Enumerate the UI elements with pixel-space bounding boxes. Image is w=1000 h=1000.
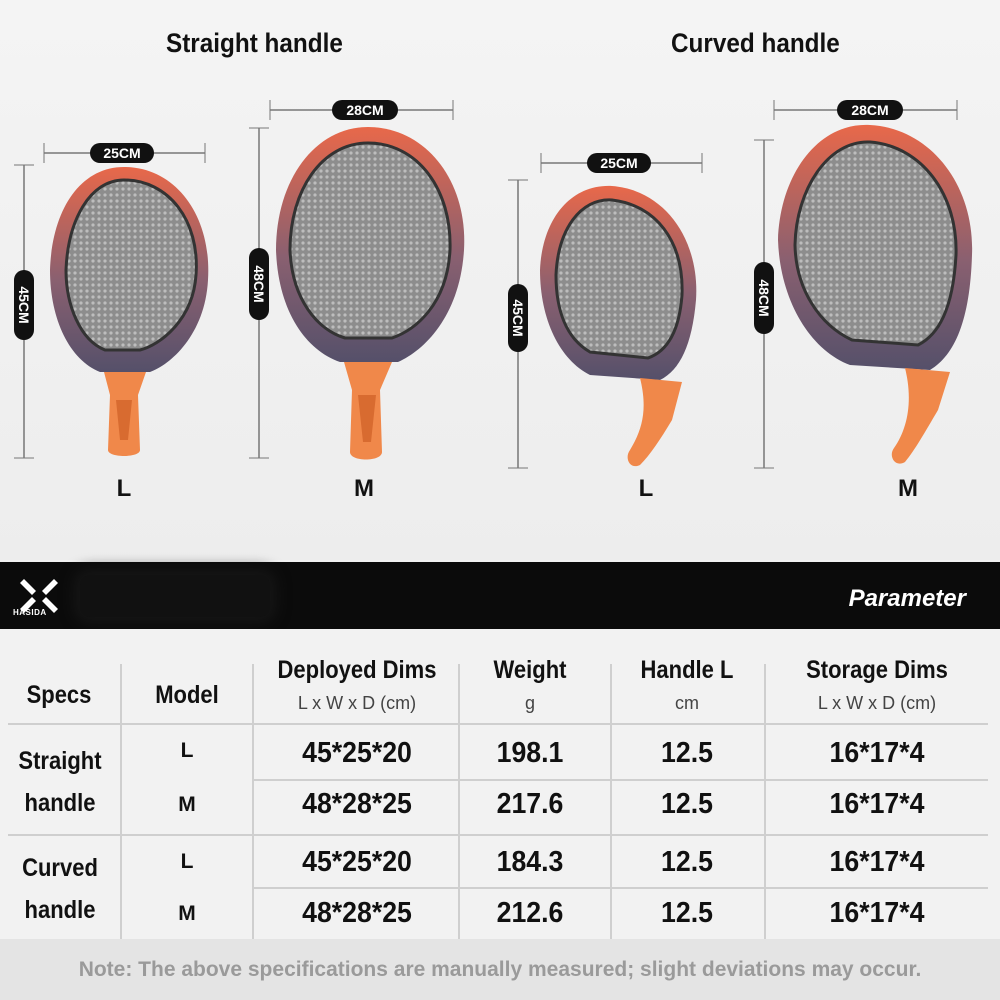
divider bbox=[458, 664, 460, 939]
col-unit-handle: cm bbox=[675, 693, 699, 713]
dim-straight-l: 25CM 45CM bbox=[14, 143, 206, 459]
divider bbox=[8, 834, 988, 836]
handle-cell: 12.5 bbox=[661, 846, 713, 878]
col-header-handle: Handle L bbox=[640, 656, 734, 684]
col-header-specs: Specs bbox=[26, 681, 92, 709]
size-label-straight-l: L bbox=[116, 475, 132, 502]
dim-straight-m: 28CM 48CM bbox=[249, 100, 454, 459]
model-cell: M bbox=[178, 793, 196, 816]
group-label-line: handle bbox=[24, 896, 96, 924]
weight-cell: 184.3 bbox=[496, 846, 564, 878]
curved-handle-title: Curved handle bbox=[671, 28, 840, 58]
size-label-straight-m: M bbox=[354, 475, 374, 502]
deployed-cell: 45*25*20 bbox=[302, 846, 412, 878]
dim-label: 45CM bbox=[16, 286, 32, 323]
storage-cell: 16*17*4 bbox=[829, 846, 925, 878]
col-header-deployed: Deployed Dims bbox=[277, 656, 437, 684]
weight-cell: 212.6 bbox=[496, 897, 564, 929]
handle-cell: 12.5 bbox=[661, 897, 713, 929]
storage-cell: 16*17*4 bbox=[829, 788, 925, 820]
divider bbox=[610, 664, 612, 939]
dim-label: 25CM bbox=[103, 145, 140, 161]
size-label-curved-m: M bbox=[898, 475, 918, 502]
handle-cell: 12.5 bbox=[661, 737, 713, 769]
dim-label: 28CM bbox=[346, 102, 383, 118]
dim-curved-m: 28CM 48CM bbox=[754, 100, 958, 469]
group-label-curved: Curved handle bbox=[7, 847, 113, 931]
model-cell: M bbox=[178, 902, 196, 925]
group-label-line: handle bbox=[24, 789, 96, 817]
dim-label: 45CM bbox=[510, 299, 526, 336]
dim-label: 48CM bbox=[251, 265, 267, 302]
hasida-logo-icon bbox=[20, 579, 58, 613]
divider bbox=[254, 887, 988, 889]
dim-curved-l: 25CM 45CM bbox=[508, 153, 703, 469]
divider bbox=[764, 664, 766, 939]
size-label-curved-l: L bbox=[638, 475, 654, 502]
col-unit-deployed: L x W x D (cm) bbox=[297, 693, 417, 713]
dim-label: 48CM bbox=[756, 279, 772, 316]
divider bbox=[254, 779, 988, 781]
divider bbox=[8, 723, 988, 725]
deployed-cell: 45*25*20 bbox=[302, 737, 412, 769]
col-header-weight: Weight bbox=[493, 656, 567, 684]
col-header-model: Model bbox=[155, 681, 219, 709]
col-unit-weight: g bbox=[524, 693, 535, 713]
model-cell: L bbox=[180, 850, 194, 873]
group-label-straight: Straight handle bbox=[7, 740, 113, 824]
brand-name: HASIDA bbox=[13, 608, 47, 617]
divider bbox=[120, 664, 122, 939]
dim-label: 25CM bbox=[600, 155, 637, 171]
net-straight-m bbox=[276, 127, 465, 460]
deployed-cell: 48*28*25 bbox=[302, 788, 412, 820]
model-cell: L bbox=[180, 739, 194, 762]
handle-cell: 12.5 bbox=[661, 788, 713, 820]
net-straight-l bbox=[50, 167, 209, 456]
group-label-line: Curved bbox=[22, 854, 98, 882]
footnote: Note: The above specifications are manua… bbox=[0, 939, 1000, 1000]
group-label-line: Straight bbox=[18, 747, 102, 775]
parameter-title: Parameter bbox=[848, 585, 966, 612]
weight-cell: 217.6 bbox=[496, 788, 564, 820]
net-curved-l bbox=[540, 185, 697, 467]
net-curved-m bbox=[778, 124, 973, 464]
col-header-storage: Storage Dims bbox=[806, 656, 948, 684]
weight-cell: 198.1 bbox=[496, 737, 564, 769]
storage-cell: 16*17*4 bbox=[829, 897, 925, 929]
deployed-cell: 48*28*25 bbox=[302, 897, 412, 929]
spec-table: Specs Model Deployed Dims L x W x D (cm)… bbox=[0, 629, 1000, 939]
nets-illustration: 25CM 45CM 28CM 48CM 25CM bbox=[14, 100, 973, 469]
dim-label: 28CM bbox=[851, 102, 888, 118]
straight-handle-title: Straight handle bbox=[166, 28, 343, 58]
storage-cell: 16*17*4 bbox=[829, 737, 925, 769]
blurred-region bbox=[80, 575, 270, 617]
col-unit-storage: L x W x D (cm) bbox=[817, 693, 937, 713]
divider bbox=[252, 664, 254, 939]
